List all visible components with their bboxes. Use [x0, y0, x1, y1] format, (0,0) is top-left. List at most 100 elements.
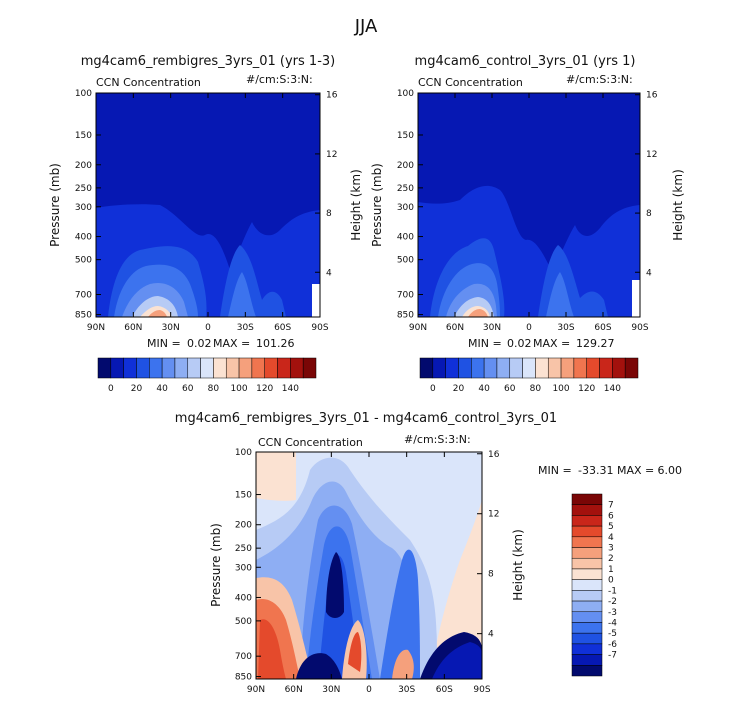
contour-level-5	[258, 619, 286, 679]
panel-left-title: mg4cam6_rembigres_3yrs_01 (yrs 1-3)	[81, 54, 335, 69]
contour-level-0-topleft	[256, 452, 296, 501]
y-tick-label: 200	[235, 521, 252, 531]
colorbar-label: 0	[430, 384, 436, 394]
colorbar-swatch	[571, 611, 603, 623]
colorbar-swatch	[97, 357, 112, 379]
colorbar-swatch	[483, 357, 498, 379]
colorbar-swatch	[571, 525, 603, 538]
panel-left: mg4cam6_rembigres_3yrs_01 (yrs 1-3) CCN …	[48, 54, 363, 394]
y2-tick-label: 8	[488, 570, 494, 580]
x-tick-label: 0	[205, 323, 211, 333]
colorbar-swatch	[571, 568, 603, 580]
y-tick-label: 250	[235, 544, 252, 554]
y-tick-label: 100	[397, 89, 414, 99]
colorbar-label: 60	[504, 384, 516, 394]
colorbar-swatch	[110, 357, 124, 379]
x-tick-label: 60N	[285, 685, 303, 695]
colorbar-swatch	[571, 493, 603, 505]
panel-diff-max-value: 6.00	[658, 464, 683, 477]
colorbar-label: 20	[131, 384, 143, 394]
y-tick-label: 100	[235, 448, 252, 458]
y-tick-label: 100	[75, 89, 92, 99]
colorbar-swatch	[571, 504, 603, 516]
missing-data	[632, 280, 640, 317]
colorbar-label: 3	[608, 544, 614, 554]
panel-diff-max-label: MAX =	[617, 464, 654, 477]
colorbar-swatch	[187, 357, 201, 379]
colorbar-swatch	[612, 357, 626, 379]
panel-right-y2label: Height (km)	[671, 169, 685, 240]
colorbar-swatch	[290, 357, 304, 379]
colorbar-swatch	[571, 536, 603, 548]
colorbar-swatch	[573, 357, 587, 379]
colorbar-swatch	[571, 557, 603, 570]
panel-left-max-value: 101.26	[256, 337, 295, 350]
y2-tick-label: 8	[646, 209, 652, 219]
colorbar-label: 120	[578, 384, 595, 394]
colorbar-label: -2	[608, 597, 617, 607]
y2-tick-label: 16	[646, 91, 658, 101]
x-tick-label: 90N	[409, 323, 427, 333]
colorbar-swatch	[571, 632, 603, 645]
colorbar-label: 80	[208, 384, 220, 394]
colorbar-label: 40	[478, 384, 490, 394]
colorbar-swatch	[161, 357, 176, 379]
x-tick-label: 90S	[311, 323, 328, 333]
panel-left-max-label: MAX =	[213, 337, 250, 350]
x-tick-label: 30N	[483, 323, 501, 333]
colorbar-swatch	[571, 654, 603, 666]
colorbar-label: 5	[608, 522, 614, 532]
colorbar-label: -7	[608, 651, 617, 661]
panel-diff-ylabel: Pressure (mb)	[209, 523, 223, 607]
y-tick-label: 250	[75, 184, 92, 194]
colorbar-swatch	[571, 515, 603, 527]
y-tick-label: 500	[397, 256, 414, 266]
panel-right-field-label: CCN Concentration	[418, 76, 523, 89]
y2-tick-label: 8	[326, 209, 332, 219]
panel-diff-min-label: MIN =	[538, 464, 572, 477]
panel-left-ylabel: Pressure (mb)	[48, 163, 62, 247]
y-tick-label: 150	[75, 131, 92, 141]
panel-left-colorbar: 0 20 40 60 80 100 120 140	[97, 357, 317, 394]
colorbar-label: 120	[256, 384, 273, 394]
y2-tick-label: 12	[646, 150, 657, 160]
y-tick-label: 850	[397, 311, 414, 321]
colorbar-swatch	[571, 643, 603, 655]
panel-diff-plot: 90N 60N 30N 0 30S 60S 90S 100 150 200 250 300 400 500…	[235, 448, 500, 695]
colorbar-label: -3	[608, 608, 617, 618]
colorbar-swatch	[277, 357, 291, 379]
missing-data	[312, 284, 320, 317]
colorbar-label: 20	[453, 384, 465, 394]
y-tick-label: 400	[397, 233, 414, 243]
panel-left-contours	[96, 93, 320, 317]
x-tick-label: 60N	[124, 323, 142, 333]
colorbar-label: 7	[608, 501, 614, 511]
colorbar-swatch	[522, 357, 536, 379]
x-tick-label: 90N	[247, 685, 265, 695]
y-tick-label: 200	[397, 161, 414, 171]
panel-right-colorbar: 0 20 40 60 80 100 120 140	[419, 357, 639, 394]
panel-diff-min-value: -33.31	[578, 464, 613, 477]
colorbar-label: 0	[108, 384, 114, 394]
panel-left-plot: 90N 60N 30N 0 30S 60S 90S 100 150 200 250 300 400 500…	[75, 89, 338, 333]
panel-left-units: #/cm:S:3:N:	[246, 73, 313, 86]
colorbar-swatch	[571, 665, 603, 677]
y2-tick-label: 4	[488, 630, 494, 640]
y-tick-label: 400	[75, 233, 92, 243]
colorbar-swatch	[445, 357, 459, 379]
colorbar-swatch	[174, 357, 189, 379]
panel-right-min-value: 0.02	[507, 337, 532, 350]
y-tick-label: 700	[235, 652, 252, 662]
y-tick-label: 300	[75, 203, 92, 213]
y2-tick-label: 12	[488, 510, 499, 520]
colorbar-swatch	[123, 357, 137, 379]
colorbar-swatch	[149, 357, 163, 379]
season-title: JJA	[354, 16, 378, 37]
colorbar-swatch	[496, 357, 511, 379]
x-tick-label: 90N	[87, 323, 105, 333]
colorbar-swatch	[419, 357, 434, 379]
colorbar-swatch	[586, 357, 600, 379]
contour-level-minus5b	[380, 549, 420, 679]
colorbar-swatch	[571, 622, 603, 634]
